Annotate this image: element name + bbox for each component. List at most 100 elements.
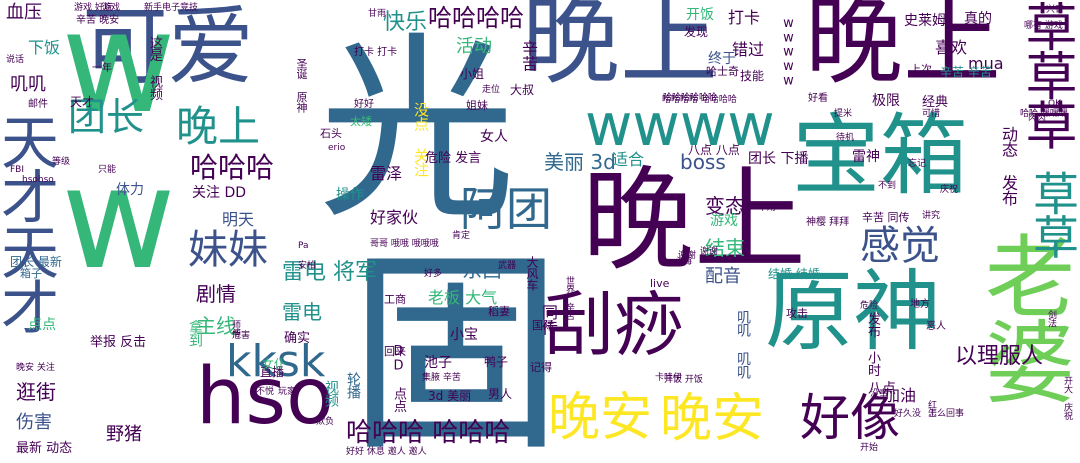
word: 太矮 bbox=[350, 115, 372, 128]
word: 草草 bbox=[1026, 170, 1080, 258]
word: 点点 bbox=[28, 317, 56, 333]
word: 快乐 bbox=[383, 10, 428, 35]
word: 哪有 游戏 bbox=[1024, 21, 1063, 31]
word: 喜欢 bbox=[935, 38, 968, 57]
word: 明天 bbox=[222, 210, 255, 229]
word: 结婚 结婚 bbox=[768, 267, 820, 281]
word: 圣诞 原神 bbox=[295, 58, 308, 113]
word: 天才 bbox=[70, 95, 95, 109]
word: 红士 bbox=[926, 400, 936, 418]
word: 攻击 bbox=[786, 307, 808, 320]
word: 开饭 bbox=[686, 7, 714, 23]
word: 箱子 bbox=[20, 267, 42, 280]
word: 好久没 bbox=[894, 409, 922, 419]
word: 辛苦 同传 bbox=[862, 211, 910, 224]
word: 光 bbox=[318, 15, 516, 246]
word: wwwww bbox=[781, 16, 796, 88]
word: 哈哈哈哈哈哈 bbox=[663, 93, 718, 103]
word: 团长 bbox=[68, 95, 145, 139]
word: 同传 bbox=[539, 304, 558, 335]
word: 开饭 开饭 bbox=[664, 375, 703, 385]
word: 走位 bbox=[482, 85, 501, 95]
word: 八点 bbox=[868, 381, 896, 397]
word: 发布 小时 bbox=[865, 312, 880, 376]
word: mua bbox=[968, 54, 1004, 73]
word: 剧情 bbox=[196, 282, 236, 306]
word: 野猪 bbox=[106, 424, 142, 445]
word: 武器 bbox=[498, 261, 517, 271]
word: 拿到 bbox=[187, 320, 203, 347]
word: 固 bbox=[348, 229, 563, 463]
word: 讲究 bbox=[922, 211, 941, 221]
word: 大风车 bbox=[525, 256, 539, 291]
word: 妹妹 bbox=[188, 227, 268, 273]
word: 谢谢 bbox=[700, 247, 719, 257]
word: 晚安 bbox=[660, 389, 765, 449]
word: Pa bbox=[298, 241, 309, 251]
word: 邮件 bbox=[28, 99, 48, 110]
word: 可爱 bbox=[82, 0, 254, 97]
word: 叽叽 bbox=[10, 74, 46, 95]
word: 适合 bbox=[612, 150, 645, 169]
word: 史莱姆 bbox=[904, 13, 946, 29]
word: 上次 bbox=[910, 63, 932, 76]
word: 小宝 bbox=[450, 327, 478, 343]
word: 美丽 3d bbox=[544, 150, 616, 174]
word: 好看 bbox=[808, 93, 828, 104]
word: 集腋 辛苦 bbox=[422, 373, 461, 383]
word: 恶人 bbox=[926, 321, 946, 332]
word: 小姐 bbox=[460, 67, 485, 81]
word: 肯定 bbox=[452, 231, 471, 241]
word: 石头 bbox=[320, 127, 342, 140]
word: 说话 bbox=[6, 55, 25, 65]
word: 雷泽 bbox=[370, 164, 403, 183]
word: 视频 bbox=[323, 380, 339, 407]
word: ww bbox=[37, 0, 200, 294]
word: 只能 bbox=[98, 165, 117, 175]
word: 没点 关注 bbox=[412, 102, 430, 177]
word: 最新 动态 bbox=[16, 441, 73, 456]
word: wwww bbox=[585, 91, 775, 159]
word: erio bbox=[328, 143, 346, 153]
word: OK bbox=[1048, 99, 1061, 109]
word: 加油 bbox=[884, 386, 917, 405]
word: DD 点点 bbox=[391, 344, 406, 412]
word: 动态 发布 bbox=[999, 126, 1018, 206]
word: 关注 DD bbox=[192, 185, 247, 201]
word: 世界 辛苦 bbox=[564, 276, 574, 320]
word: 技能 bbox=[740, 69, 765, 83]
word: 神樱 拜拜 bbox=[806, 217, 850, 228]
word: 哈哈哈哈 bbox=[428, 4, 524, 32]
word: boss bbox=[680, 150, 726, 174]
word: 大叔 bbox=[510, 83, 535, 97]
word: 记得 bbox=[530, 361, 552, 374]
word: 开始 bbox=[860, 443, 879, 453]
word: 安柏 bbox=[298, 261, 317, 271]
word: 晚安 关注 bbox=[16, 363, 55, 373]
word: 辛苦 晚安 bbox=[76, 15, 120, 26]
word: 肉肉 bbox=[1028, 113, 1047, 123]
word: 结束 bbox=[705, 236, 745, 260]
word: 哈士奇 bbox=[706, 65, 739, 78]
word: 好像 bbox=[800, 389, 900, 447]
word: 活动 bbox=[456, 36, 492, 57]
word: 哈哈 嘿嘿嘿 bbox=[1020, 109, 1068, 119]
word: hso bbox=[196, 352, 334, 442]
word: 不用 bbox=[758, 203, 777, 213]
word: 原神 bbox=[765, 260, 942, 363]
word: 游戏 bbox=[102, 3, 121, 13]
word: 不到 bbox=[878, 181, 897, 191]
word: 直播 bbox=[260, 365, 285, 379]
word: 甘雨 bbox=[368, 9, 387, 19]
word: 宝箱 bbox=[792, 104, 969, 207]
word: 池子 bbox=[424, 355, 452, 371]
word: 这是 视频 bbox=[147, 36, 162, 100]
word: 老板 大气 bbox=[428, 288, 498, 307]
word: 感觉 bbox=[860, 223, 940, 269]
word: 团长 下播 bbox=[748, 151, 809, 167]
word: 鸭子 bbox=[484, 355, 509, 369]
word: 下饭 bbox=[28, 38, 61, 57]
word: 晚上 bbox=[582, 156, 806, 286]
word: 哈哈哈哈 哈哈哈哈 bbox=[662, 95, 737, 105]
word: 体力 bbox=[116, 182, 144, 198]
